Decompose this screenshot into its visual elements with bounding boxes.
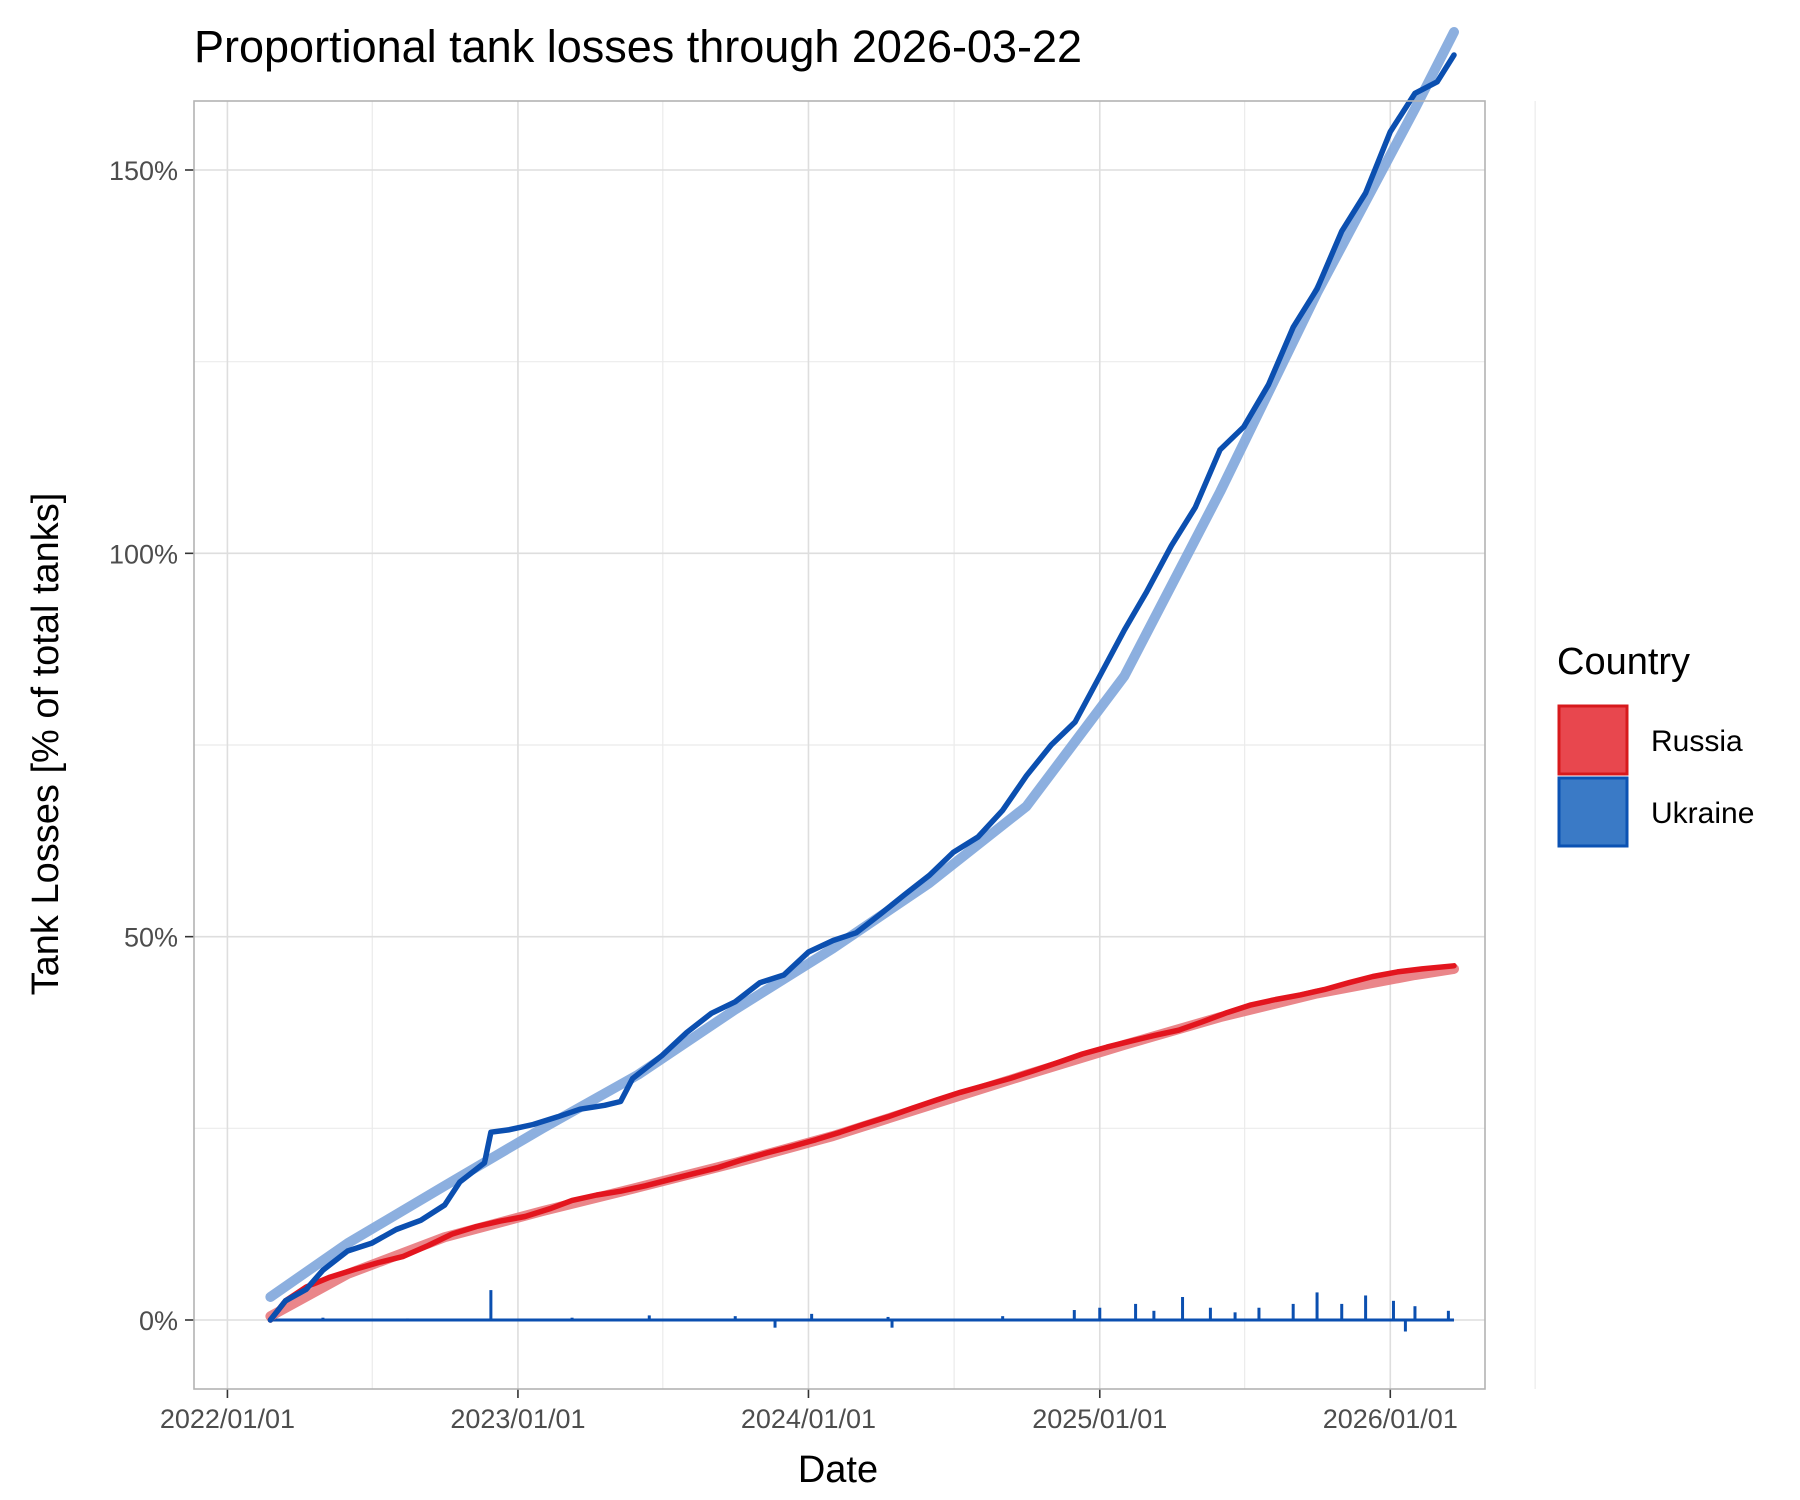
y-tick-label: 50% [124, 923, 178, 953]
panel-border [193, 100, 1486, 1390]
legend-key-ukraine [1557, 776, 1629, 848]
y-tick-label: 100% [109, 539, 178, 569]
y-tick-label: 0% [139, 1306, 178, 1336]
legend-label-russia: Russia [1651, 725, 1743, 758]
x-axis-title: Date [798, 1449, 878, 1491]
y-axis-title: Tank Losses [% of total tanks] [25, 493, 67, 996]
legend-key-russia [1557, 704, 1629, 776]
legend-label-ukraine: Ukraine [1651, 797, 1754, 830]
ukraine-trend-line [265, 27, 1459, 1302]
legend: Country Russia Ukraine [1557, 641, 1754, 848]
y-tick-label: 150% [109, 156, 178, 186]
ukraine-cumulative-line [267, 52, 1457, 1323]
legend-title: Country [1557, 641, 1690, 683]
plot-area: 2022/01/01 2023/01/01 2024/01/01 2025/01/01… [109, 27, 1536, 1434]
x-tick-label: 2022/01/01 [160, 1404, 295, 1434]
x-tick-label: 2023/01/01 [450, 1404, 585, 1434]
x-tick-label: 2025/01/01 [1032, 1404, 1167, 1434]
x-tick-label: 2024/01/01 [741, 1404, 876, 1434]
x-tick-label: 2026/01/01 [1323, 1404, 1458, 1434]
chart-title: Proportional tank losses through 2026-03… [194, 21, 1082, 72]
russia-cumulative-line [267, 963, 1457, 1323]
russia-trend-line [265, 963, 1459, 1322]
